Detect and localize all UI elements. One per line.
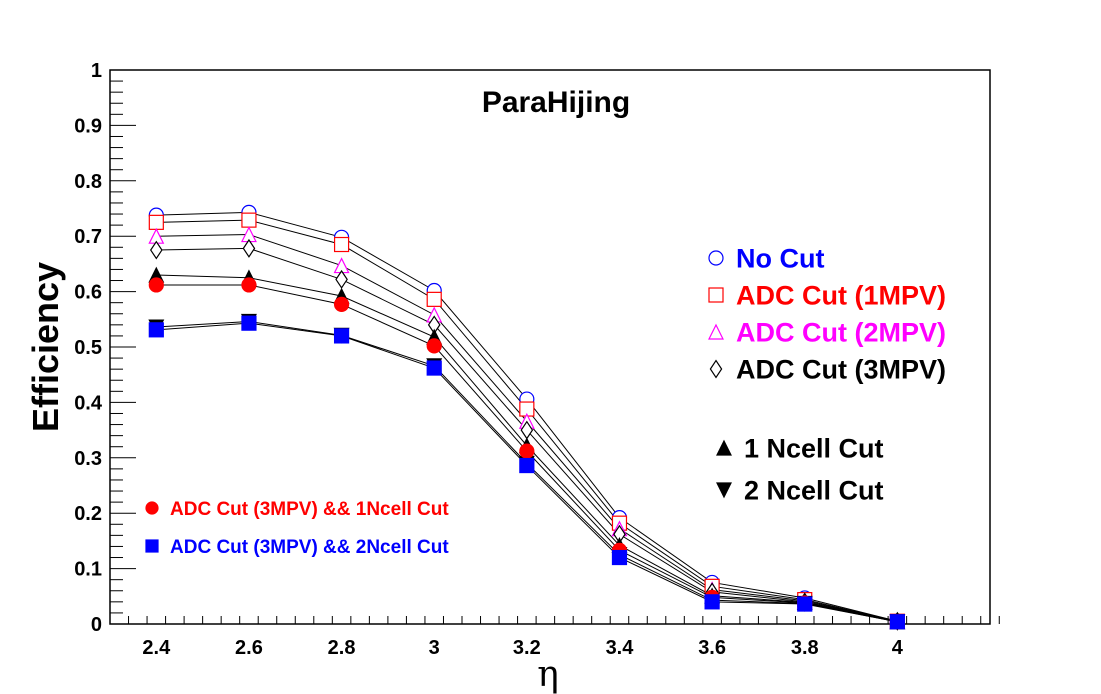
legend-marker	[145, 539, 159, 553]
data-point	[148, 322, 164, 338]
legend-marker	[716, 439, 732, 456]
y-tick-label: 0.2	[74, 503, 102, 525]
legend-label: ADC Cut (1MPV)	[736, 281, 946, 311]
legend: No Cut ADC Cut (1MPV) ADC Cut (2MPV) ADC Cu…	[145, 244, 946, 558]
data-point	[797, 596, 813, 612]
y-tick-label: 0.3	[74, 448, 102, 470]
x-tick-label: 2.4	[142, 637, 171, 659]
legend-label: 2 Ncell Cut	[744, 476, 884, 506]
legend-marker	[708, 287, 724, 303]
data-point	[333, 296, 350, 312]
legend-label: ADC Cut (3MPV) && 2Ncell Cut	[170, 537, 449, 558]
legend-label: ADC Cut (3MPV)	[736, 355, 946, 385]
data-point	[149, 240, 163, 260]
y-tick-label: 0.4	[74, 392, 103, 414]
y-tick-label: 1	[91, 60, 102, 82]
y-axis-title: Efficiency	[25, 262, 66, 432]
y-tick-label: 0.1	[74, 559, 102, 581]
data-point	[333, 328, 350, 344]
series-markers	[148, 204, 906, 631]
data-point	[889, 614, 905, 630]
data-point	[426, 338, 442, 354]
legend-marker	[708, 250, 724, 266]
y-tick-label: 0	[91, 614, 102, 636]
x-tick-label: 4	[892, 637, 904, 659]
data-point	[242, 238, 256, 258]
data-point	[241, 277, 257, 293]
data-point	[519, 443, 535, 459]
x-axis-title: η	[537, 654, 559, 694]
x-tick-label: 2.6	[235, 637, 263, 659]
data-point	[333, 236, 350, 253]
legend-label: No Cut	[736, 244, 824, 274]
data-point	[148, 277, 164, 293]
legend-marker	[709, 359, 723, 379]
axis-ticks: 0 0.1 0.2 0.3 0.4 0.5 0.6 0.7 0.8 0.9 1 2.4 2.6 2.8 3 3…	[74, 60, 1000, 659]
series-lines	[156, 211, 898, 623]
data-point	[241, 315, 257, 331]
y-tick-label: 0.6	[74, 282, 102, 304]
legend-label: 1 Ncell Cut	[744, 434, 884, 464]
data-point	[611, 549, 628, 566]
legend-marker	[708, 323, 724, 340]
legend-label: ADC Cut (2MPV)	[736, 318, 946, 348]
x-tick-label: 2.8	[328, 637, 356, 659]
x-tick-label: 3.2	[513, 637, 541, 659]
data-point	[148, 214, 164, 230]
data-point	[426, 291, 442, 307]
y-tick-label: 0.5	[74, 337, 102, 359]
x-tick-label: 3	[429, 637, 440, 659]
y-tick-label: 0.8	[74, 171, 102, 193]
data-point	[519, 457, 535, 474]
legend-marker	[716, 482, 732, 499]
data-point	[335, 269, 348, 289]
legend-label: ADC Cut (3MPV) && 1Ncell Cut	[170, 499, 449, 520]
x-tick-label: 3.8	[791, 637, 819, 659]
x-tick-label: 3.4	[606, 637, 635, 659]
x-tick-label: 3.6	[698, 637, 726, 659]
legend-marker	[145, 501, 159, 515]
y-tick-label: 0.9	[74, 115, 102, 137]
y-tick-label: 0.7	[74, 226, 102, 248]
chart-title: ParaHijing	[482, 86, 630, 119]
data-point	[241, 212, 257, 228]
data-point	[426, 360, 442, 376]
data-point	[704, 594, 720, 610]
